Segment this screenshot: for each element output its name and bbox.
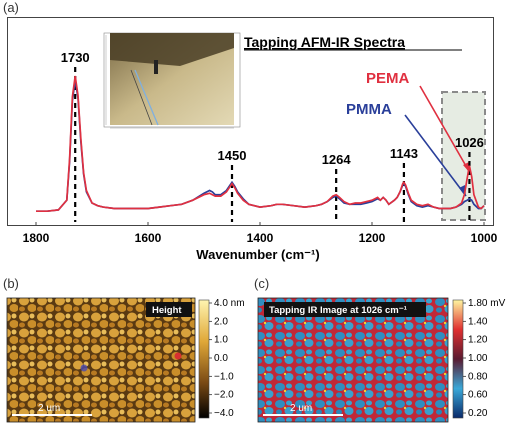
ir-map-panel: Tapping IR Image at 1026 cm⁻¹ 2 um 1.80 …	[257, 297, 506, 423]
peak-label-1026: 1026	[455, 135, 484, 150]
spectra-title: Tapping AFM-IR Spectra	[244, 34, 405, 50]
legend-pmma: PMMA	[346, 101, 392, 118]
panel-label-b: (b)	[3, 276, 19, 291]
x-tick-label-1000: 1000	[471, 231, 498, 245]
ir-cb-label: 1.20	[468, 335, 488, 346]
x-tick-label-1200: 1200	[359, 231, 386, 245]
pmma-arrow	[404, 114, 467, 197]
panel-label-c: (c)	[254, 276, 270, 291]
peak-label-1450: 1450	[218, 148, 247, 163]
height-cb-label: 4.0 nm	[214, 298, 245, 309]
peak-label-1264: 1264	[322, 152, 352, 167]
height-cb-label: −2.0	[214, 390, 234, 401]
height-cb-label: 2.0	[214, 316, 228, 327]
highlight-box-1026	[441, 91, 486, 221]
optical-inset-image	[103, 32, 241, 129]
ir-cb-label: 0.20	[468, 408, 488, 419]
spectra-chart: Tapping AFM-IR Spectra PEMA PMMA 1730 145…	[23, 32, 498, 262]
height-cb-label: 1.0	[214, 335, 228, 346]
ir-colorbar	[452, 299, 464, 419]
spectra-plot-frame	[7, 17, 494, 226]
ir-tag-bg	[264, 302, 426, 317]
ir-cb-label: 1.80 mV	[468, 298, 506, 309]
x-tick-label-1400: 1400	[247, 231, 274, 245]
height-cb-label: 0.0	[214, 353, 228, 364]
x-tick-label-1600: 1600	[135, 231, 162, 245]
ir-cb-label: 0.60	[468, 390, 488, 401]
pema-arrow	[419, 85, 471, 174]
ir-cb-label: 1.40	[468, 316, 488, 327]
peak-label-1730: 1730	[61, 50, 90, 65]
panel-label-a: (a)	[3, 0, 19, 15]
pema-marker	[174, 352, 182, 360]
legend-pema: PEMA	[366, 70, 410, 87]
ir-scale-label: 2 um	[290, 403, 312, 414]
peak-label-1143: 1143	[390, 146, 418, 161]
ir-map-image	[258, 298, 448, 422]
height-colorbar	[198, 299, 210, 419]
ir-cb-label: 0.80	[468, 371, 488, 382]
pmma-marker	[80, 364, 88, 372]
height-cb-label: −1.0	[214, 371, 234, 382]
height-tag: Height	[152, 305, 182, 316]
ir-cb-label: 1.00	[468, 353, 488, 364]
ir-tag: Tapping IR Image at 1026 cm⁻¹	[269, 305, 407, 316]
height-tag-bg	[146, 302, 192, 317]
pema-series-line	[36, 75, 485, 213]
x-tick-label-1800: 1800	[23, 231, 50, 245]
height-map-image	[7, 298, 195, 422]
x-axis-title: Wavenumber (cm⁻¹)	[196, 247, 319, 262]
height-scale-label: 2 um	[38, 403, 60, 414]
height-cb-label: −4.0	[214, 408, 234, 419]
height-map-panel: Height 2 um 4.0 nm 2.0 1.0 0.0 −1.0 −2.0 −4.0	[6, 297, 245, 423]
